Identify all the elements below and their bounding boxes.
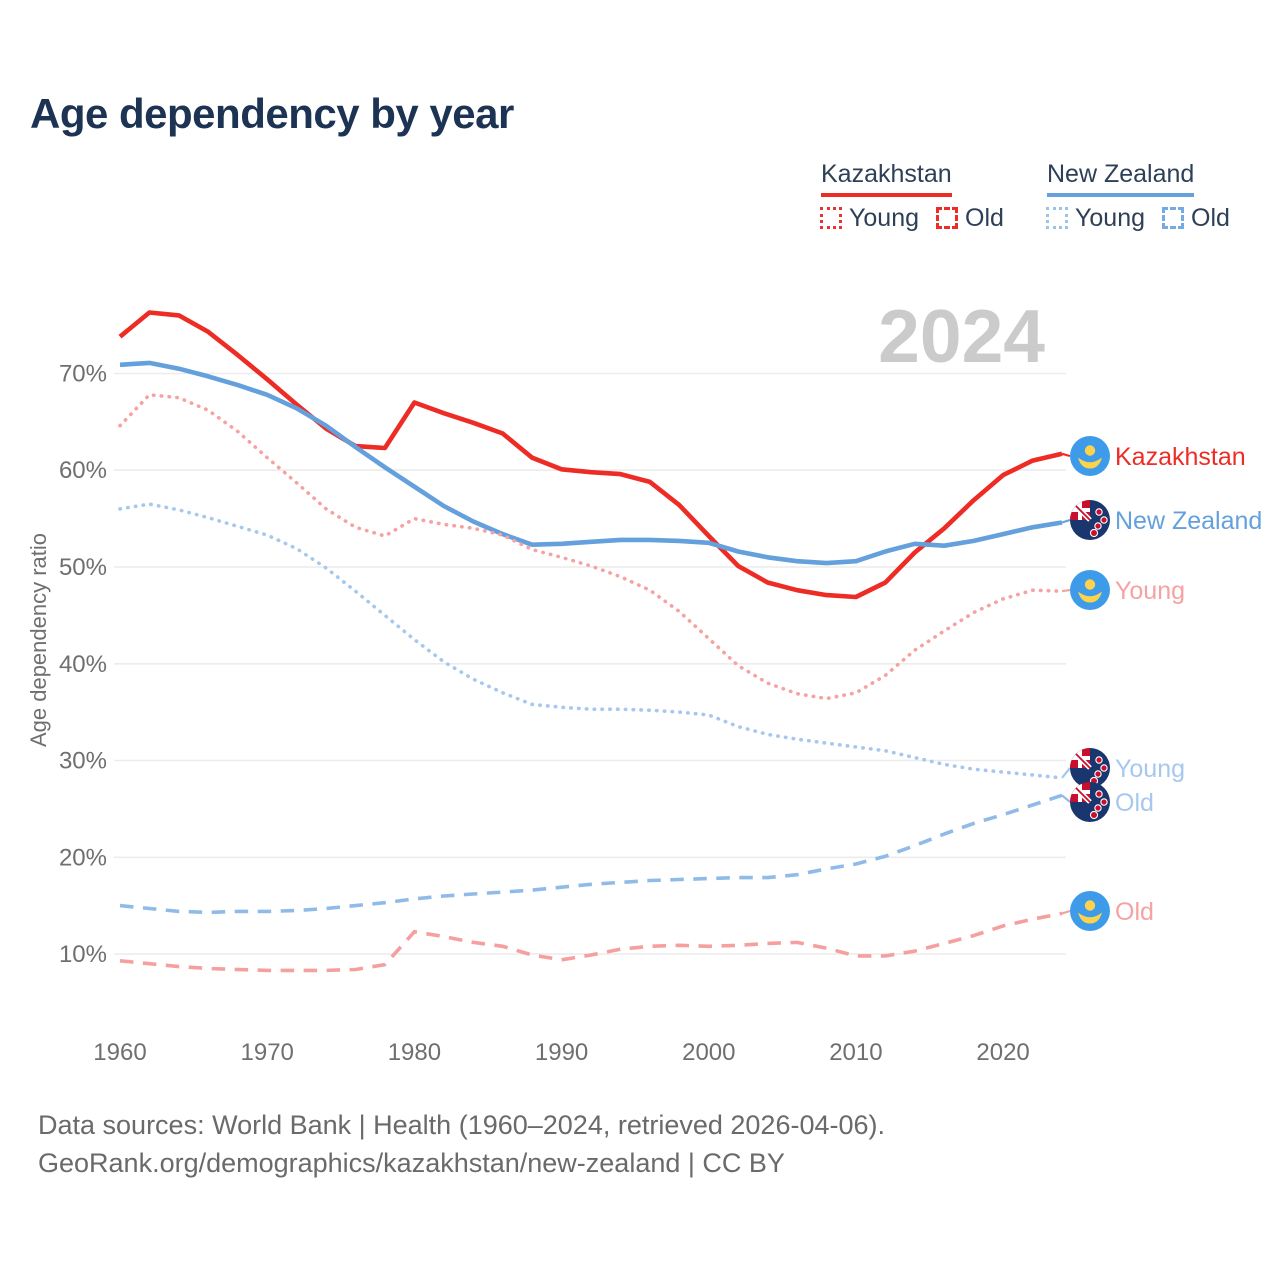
legend-row-kazakhstan: Young Old — [820, 203, 1021, 232]
nz-flag-icon — [1070, 782, 1110, 822]
legend-group-new-zealand[interactable]: New Zealand — [1047, 160, 1195, 197]
x-tick-label: 1990 — [535, 1039, 588, 1066]
legend-item-nz-young[interactable]: Young — [1075, 203, 1145, 232]
series-line-nz-young[interactable] — [118, 502, 1064, 780]
kz-flag-icon — [1070, 891, 1110, 931]
series-line-kz-total[interactable] — [118, 310, 1063, 600]
legend-item-kz-young[interactable]: Young — [849, 203, 919, 232]
end-connector-kz-total — [1061, 452, 1071, 458]
chart-title: Age dependency by year — [30, 90, 514, 137]
x-tick-label: 1960 — [93, 1039, 146, 1066]
y-tick-label: 60% — [59, 457, 107, 484]
y-tick-label: 10% — [59, 941, 107, 968]
y-tick-label: 40% — [59, 651, 107, 678]
legend-group-kazakhstan[interactable]: Kazakhstan — [821, 160, 952, 197]
legend-row-new-zealand: Young Old — [1046, 203, 1247, 232]
x-tick-label: 1980 — [388, 1039, 441, 1066]
series-line-nz-total[interactable] — [119, 360, 1063, 566]
y-tick-label: 50% — [59, 554, 107, 581]
end-label-kz-total[interactable]: Kazakhstan — [1115, 443, 1246, 471]
kz-flag-icon — [1070, 570, 1110, 610]
end-connector-nz-young — [1061, 767, 1071, 779]
series-line-kz-old[interactable] — [119, 911, 1063, 973]
y-tick-label: 70% — [59, 361, 107, 388]
end-connector-kz-young — [1061, 588, 1071, 593]
y-tick-label: 30% — [59, 748, 107, 775]
y-tick-label: 20% — [59, 844, 107, 871]
legend-swatch-kz-young-icon[interactable] — [820, 207, 842, 229]
data-sources-note: Data sources: World Bank | Health (1960–… — [38, 1110, 885, 1140]
x-tick-label: 1970 — [241, 1039, 294, 1066]
end-connector-kz-old — [1061, 909, 1071, 915]
nz-flag-icon — [1070, 748, 1110, 788]
kz-flag-icon — [1070, 436, 1110, 476]
legend-swatch-kz-old-icon[interactable] — [936, 207, 958, 229]
x-tick-label: 2000 — [682, 1039, 735, 1066]
legend-item-nz-old[interactable]: Old — [1191, 203, 1230, 232]
nz-flag-icon — [1070, 500, 1110, 540]
watermark-year: 2024 — [878, 294, 1045, 378]
series-line-nz-old[interactable] — [119, 793, 1063, 915]
y-axis-title: Age dependency ratio — [26, 533, 51, 747]
end-label-kz-old[interactable]: Old — [1115, 898, 1154, 926]
end-label-kz-young[interactable]: Young — [1115, 577, 1185, 605]
end-label-nz-total[interactable]: New Zealand — [1115, 507, 1262, 535]
end-label-nz-old[interactable]: Old — [1115, 789, 1154, 817]
end-connector-nz-old — [1061, 794, 1071, 803]
x-tick-label: 2020 — [976, 1039, 1029, 1066]
x-tick-label: 2010 — [829, 1039, 882, 1066]
legend-swatch-nz-old-icon[interactable] — [1162, 207, 1184, 229]
end-label-nz-young[interactable]: Young — [1115, 755, 1185, 783]
attribution-link: GeoRank.org/demographics/kazakhstan/new-… — [38, 1148, 785, 1178]
series-line-kz-young[interactable] — [118, 393, 1064, 701]
legend-swatch-nz-young-icon[interactable] — [1046, 207, 1068, 229]
end-connector-nz-total — [1061, 518, 1071, 524]
legend-item-kz-old[interactable]: Old — [965, 203, 1004, 232]
